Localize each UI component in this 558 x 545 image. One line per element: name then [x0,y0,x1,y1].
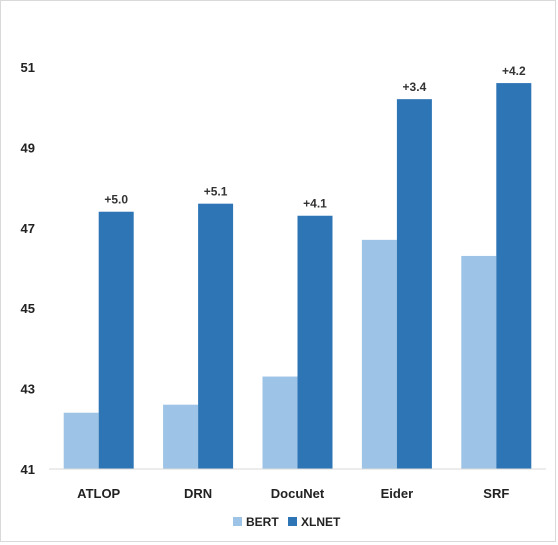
bar-bert [163,404,199,469]
legend-swatch-xlnet [288,517,297,526]
y-tick-label: 41 [21,462,35,477]
bar-xlnet [297,215,333,469]
data-labels: +5.0 +5.1 +4.1 +3.4 +4.2 [104,64,526,211]
x-tick-label: DocuNet [271,486,325,501]
bar-bert [262,376,298,469]
data-label: +5.0 [104,193,128,207]
y-tick-label: 51 [21,60,35,75]
bars [63,83,532,469]
y-axis-ticks: 41 43 45 47 49 51 [21,60,35,477]
x-tick-label: SRF [483,486,509,501]
bar-xlnet [98,211,134,469]
x-axis-labels: ATLOP DRN DocuNet Eider SRF [77,486,509,501]
bar-bert [361,239,397,469]
data-label: +5.1 [204,185,228,199]
legend-swatch-bert [233,517,242,526]
bar-xlnet [198,203,234,469]
bar-xlnet [396,99,432,469]
legend-label-xlnet: XLNET [301,515,341,529]
data-label: +3.4 [403,80,427,94]
x-tick-label: DRN [184,486,212,501]
y-tick-label: 49 [21,140,35,155]
bar-bert [461,255,497,469]
legend: BERT XLNET [233,515,341,529]
data-label: +4.1 [303,197,327,211]
data-label: +4.2 [502,64,526,78]
y-tick-label: 47 [21,221,35,236]
y-tick-label: 45 [21,301,35,316]
x-tick-label: Eider [381,486,414,501]
bar-bert [63,412,99,469]
bar-xlnet [496,83,532,469]
y-tick-label: 43 [21,382,35,397]
x-tick-label: ATLOP [77,486,120,501]
legend-label-bert: BERT [246,515,279,529]
